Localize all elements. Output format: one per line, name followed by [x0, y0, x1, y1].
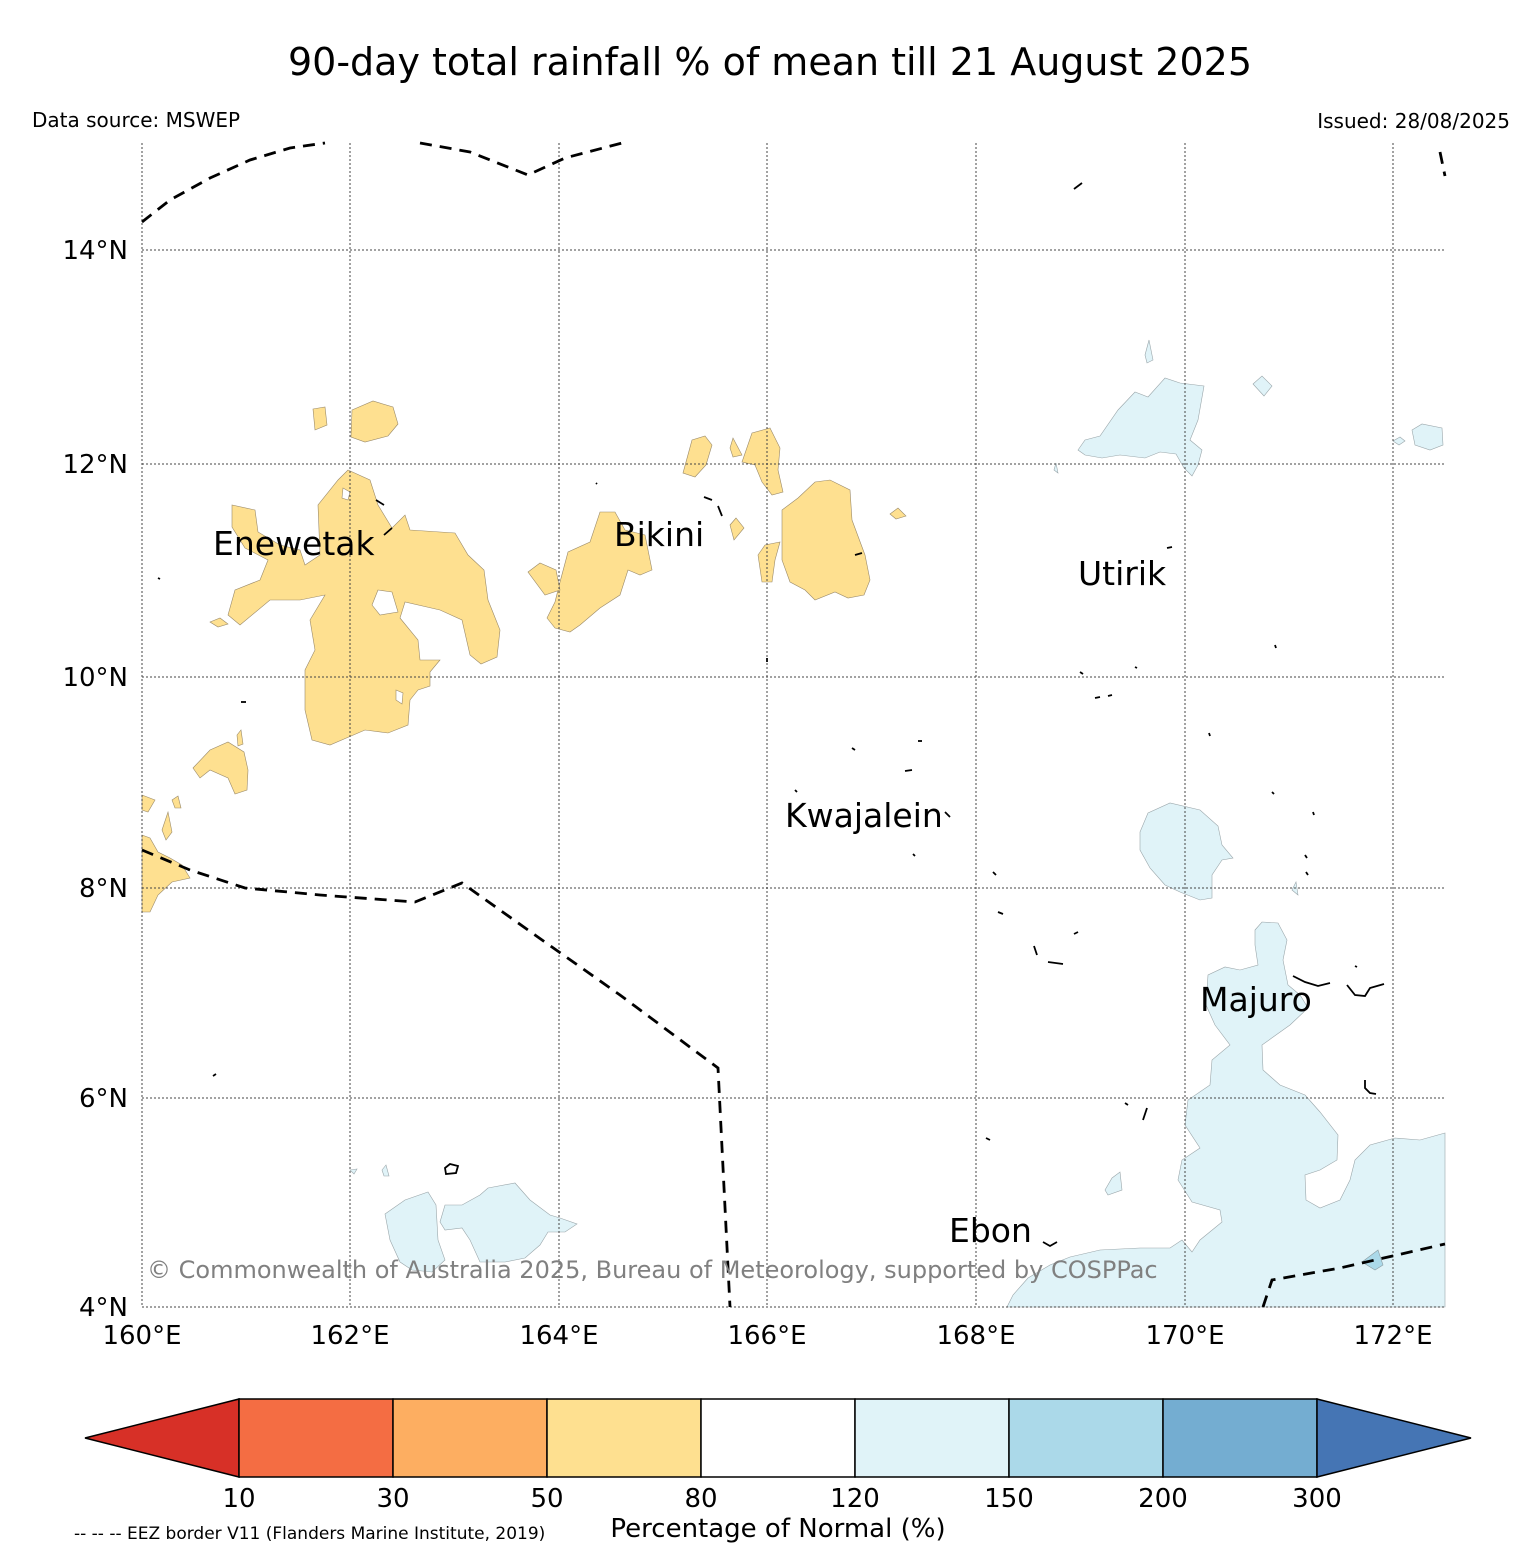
label-utirik: Utirik — [1078, 554, 1167, 593]
lon-axis: 160°E 162°E 164°E 166°E 168°E 170°E 172°… — [102, 1321, 1432, 1351]
above-normal-regions — [349, 339, 1446, 1308]
colorbar-segment — [854, 1398, 1010, 1478]
colorbar-tick: 200 — [1138, 1484, 1188, 1514]
lon-label: 170°E — [1145, 1321, 1224, 1351]
lat-label: 8°N — [79, 874, 128, 904]
colorbar-title: Percentage of Normal (%) — [610, 1514, 945, 1544]
lat-label: 12°N — [62, 450, 128, 480]
lat-label: 10°N — [62, 663, 128, 693]
lat-axis: 14°N 12°N 10°N 8°N 6°N 4°N — [62, 236, 128, 1323]
lat-label: 4°N — [79, 1293, 128, 1323]
map-title: 90-day total rainfall % of mean till 21 … — [287, 40, 1252, 84]
lat-label: 6°N — [79, 1084, 128, 1114]
label-bikini: Bikini — [614, 515, 704, 554]
colorbar-tick: 50 — [530, 1484, 563, 1514]
label-majuro: Majuro — [1200, 980, 1312, 1019]
eez-border-note: -- -- -- EEZ border V11 (Flanders Marine… — [74, 1524, 546, 1544]
gridlines — [141, 143, 1445, 1308]
data-source: Data source: MSWEP — [32, 108, 241, 132]
colorbar-tick: 10 — [222, 1484, 255, 1514]
colorbar-segment — [238, 1398, 394, 1478]
colorbar-ticks: 10 30 50 80 120 150 200 300 — [222, 1484, 1341, 1514]
below-normal-regions — [141, 400, 907, 913]
island-outlines — [157, 182, 1385, 1248]
lon-label: 168°E — [936, 1321, 1015, 1351]
place-labels: Enewetak Bikini Utirik Kwajalein Majuro … — [213, 515, 1312, 1250]
colorbar-segment — [700, 1398, 856, 1478]
colorbar-tick: 300 — [1292, 1484, 1342, 1514]
lon-label: 162°E — [310, 1321, 389, 1351]
colorbar-tick: 80 — [684, 1484, 717, 1514]
colorbar-segment — [1008, 1398, 1164, 1478]
copyright-text: © Commonwealth of Australia 2025, Bureau… — [147, 1256, 1158, 1284]
colorbar — [84, 1398, 1472, 1478]
lon-label: 166°E — [727, 1321, 806, 1351]
colorbar-tick: 120 — [830, 1484, 880, 1514]
label-kwajalein: Kwajalein — [785, 796, 943, 835]
colorbar-high-arrow — [1316, 1398, 1472, 1478]
colorbar-segment — [546, 1398, 702, 1478]
colorbar-tick: 30 — [376, 1484, 409, 1514]
lon-label: 164°E — [519, 1321, 598, 1351]
colorbar-segment — [1162, 1398, 1318, 1478]
colorbar-tick: 150 — [984, 1484, 1034, 1514]
colorbar-low-arrow — [84, 1398, 240, 1478]
eez-borders — [141, 141, 1447, 1308]
label-ebon: Ebon — [949, 1211, 1032, 1250]
lat-label: 14°N — [62, 236, 128, 266]
colorbar-segment — [392, 1398, 548, 1478]
lon-label: 160°E — [102, 1321, 181, 1351]
issued-date: Issued: 28/08/2025 — [1317, 109, 1510, 133]
lon-label: 172°E — [1353, 1321, 1432, 1351]
label-enewetak: Enewetak — [213, 524, 376, 563]
